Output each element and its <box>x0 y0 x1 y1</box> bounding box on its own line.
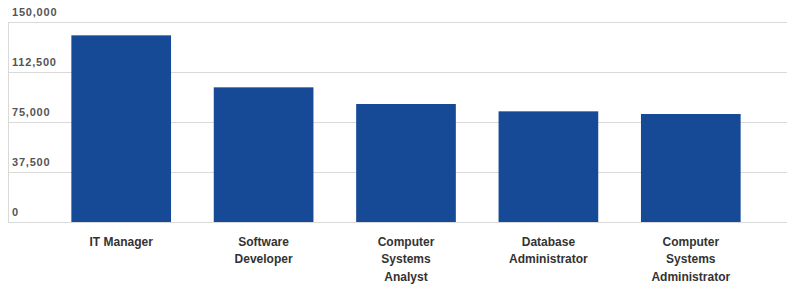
x-tick-label-line: Systems <box>381 252 431 266</box>
x-tick-label-line: Analyst <box>384 270 427 284</box>
x-tick-label: Computer Systems Analyst <box>378 235 435 284</box>
x-tick: Database Administrator <box>509 235 588 266</box>
bar <box>71 35 171 222</box>
x-tick-label: Software Developer <box>235 235 293 266</box>
y-axis-line <box>9 23 787 223</box>
bars <box>71 35 740 222</box>
y-tick: 150,000 <box>8 6 787 22</box>
x-tick-label-line: Computer <box>378 235 435 249</box>
x-tick-label: Computer Systems Administrator <box>651 235 730 284</box>
x-tick-label-line: Database <box>522 235 576 249</box>
y-tick-label: 0 <box>12 206 19 218</box>
x-tick: Computer Systems Analyst <box>378 235 435 284</box>
y-axis: 0 37,500 75,000 112,500 150,000 <box>8 6 787 222</box>
x-tick: Software Developer <box>235 235 293 266</box>
x-tick: Computer Systems Administrator <box>651 235 730 284</box>
bar <box>641 114 741 222</box>
y-tick-label: 150,000 <box>12 6 57 18</box>
bar <box>356 104 456 222</box>
x-tick-label: Database Administrator <box>509 235 588 266</box>
x-tick-label-line: Computer <box>662 235 719 249</box>
x-tick-label-line: IT Manager <box>90 235 154 249</box>
grid-line <box>8 22 787 23</box>
grid-line <box>8 222 787 223</box>
x-axis-line <box>51 222 763 223</box>
chart: 0 37,500 75,000 112,500 150,000 IT Manager Sof… <box>0 0 787 298</box>
x-tick-label-line: Systems <box>666 252 716 266</box>
x-tick-label-line: Developer <box>235 252 293 266</box>
x-tick-label: IT Manager <box>90 235 154 249</box>
x-tick-label-line: Software <box>238 235 289 249</box>
x-axis: IT Manager Software Developer Computer Syste… <box>51 223 763 284</box>
bar <box>214 87 314 222</box>
y-tick-label: 112,500 <box>12 56 57 68</box>
x-tick-label-line: Administrator <box>509 252 588 266</box>
y-tick-label: 37,500 <box>12 156 50 168</box>
x-tick: IT Manager <box>90 235 154 249</box>
bar <box>499 111 599 222</box>
y-tick-label: 75,000 <box>12 106 50 118</box>
x-tick-label-line: Administrator <box>651 270 730 284</box>
